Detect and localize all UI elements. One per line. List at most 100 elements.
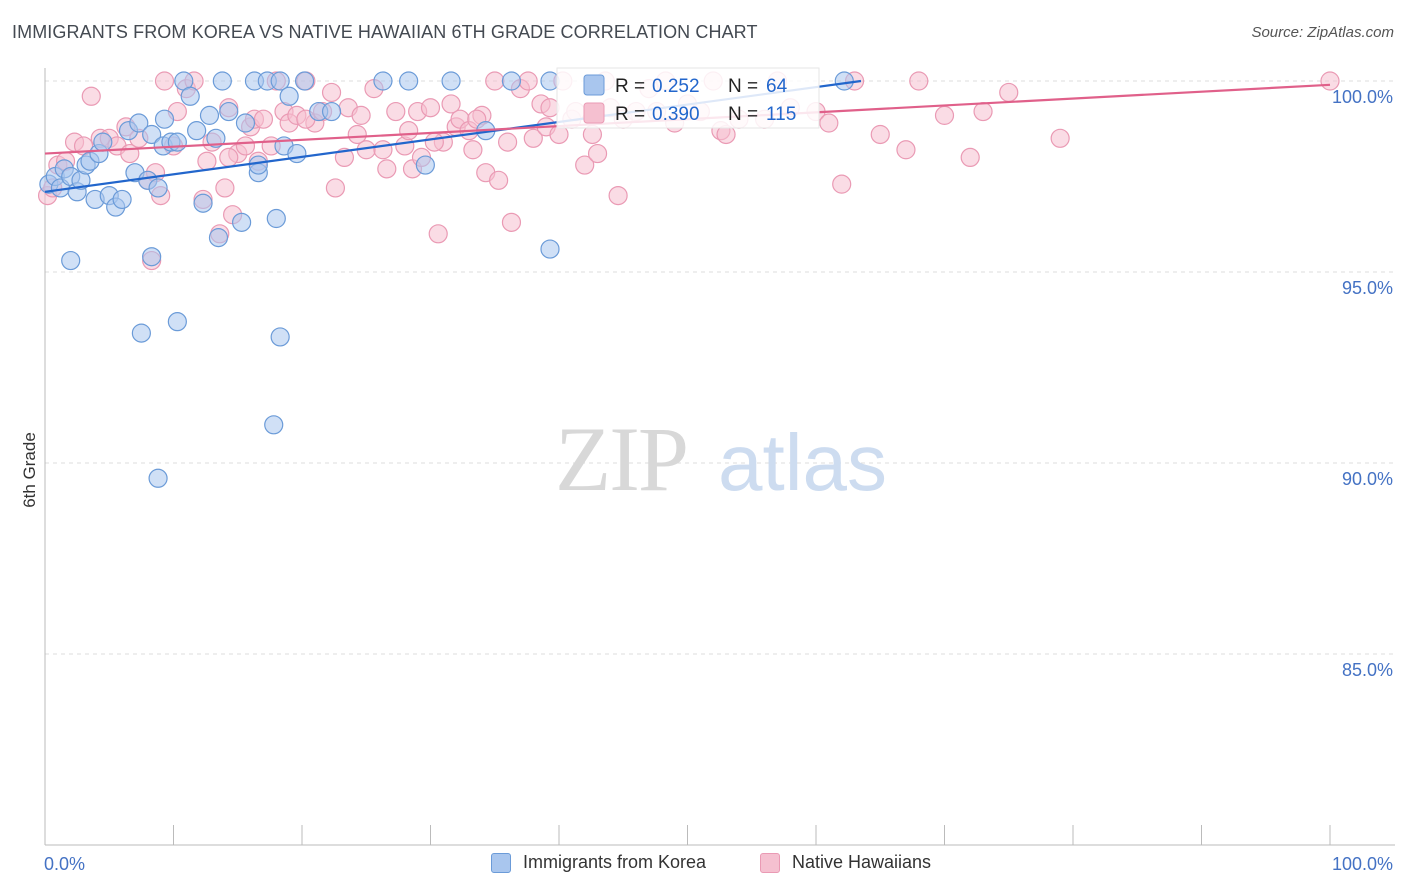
data-point [208,228,229,248]
data-point [540,71,560,91]
data-point [219,101,239,122]
data-point [270,327,290,347]
data-point [424,132,444,152]
data-point [334,147,355,167]
data-point [870,124,890,145]
data-point [61,250,81,271]
bottom-legend-label-hawaiian: Native Hawaiians [792,852,932,872]
data-point [93,132,113,152]
legend-r-value-hawaiian: 0.390 [652,104,700,125]
data-point [999,82,1019,103]
data-point [325,178,346,198]
data-point [575,155,595,175]
data-point [253,109,274,129]
watermark-atlas: atlas [718,418,887,507]
data-point [832,174,852,194]
data-point [219,147,239,167]
data-point [294,71,315,91]
data-point [587,143,608,164]
data-point [197,151,217,171]
data-point [834,71,854,91]
data-point [321,101,342,122]
data-point [934,105,955,125]
data-point [199,105,220,125]
data-point [373,140,393,160]
data-point [235,113,256,133]
data-point [206,128,226,148]
legend-n-label-hawaiian: N = [728,104,758,125]
watermark-zip: ZIP [555,408,687,510]
data-point [81,86,101,106]
y-tick-label: 85.0% [1342,660,1393,680]
data-point [1050,128,1070,148]
data-point [441,94,461,114]
data-point [142,247,162,267]
data-point [415,155,435,175]
data-point [287,143,307,164]
x-tick-label-min: 0.0% [44,854,85,874]
data-point [215,178,235,198]
bottom-legend-label-korea: Immigrants from Korea [523,852,707,872]
data-point [896,140,916,160]
data-point [232,212,252,232]
data-point [377,159,397,179]
legend-n-value-korea: 64 [766,76,788,97]
data-point [498,132,518,152]
data-point [187,121,207,141]
data-point [321,82,342,103]
data-point [148,178,168,198]
y-tick-label: 100.0% [1332,87,1393,107]
bottom-legend-item-korea[interactable]: Immigrants from Korea [491,852,706,873]
data-point [154,109,175,129]
data-point [142,124,162,145]
legend-swatch-hawaiian [583,102,605,124]
data-point [131,323,151,343]
y-tick-label: 90.0% [1342,469,1393,489]
data-point [518,71,538,91]
data-point [501,71,522,91]
data-point [463,140,483,160]
data-point [270,71,290,91]
data-point [235,136,256,156]
data-point [167,132,187,152]
data-point [129,113,149,133]
series-immigrants-korea [39,71,854,488]
data-point [973,101,993,122]
data-point [909,71,929,91]
y-tick-label: 95.0% [1342,278,1393,298]
legend-n-value-hawaiian: 115 [766,104,796,125]
data-point [148,468,168,488]
data-point [351,105,371,125]
data-point [485,71,505,91]
data-point [373,71,393,91]
data-point [399,121,419,141]
data-point [608,186,628,206]
data-point [279,86,299,106]
data-point [386,101,406,122]
bottom-legend: Immigrants from Korea Native Hawaiians [0,852,1406,878]
data-point [347,124,367,145]
data-point [399,71,419,91]
data-point [420,98,441,118]
source-label: Source: ZipAtlas.com [1251,24,1394,41]
data-point [501,212,522,232]
legend-r-label-hawaiian: R = [615,104,645,125]
data-point [540,239,560,259]
data-point [154,71,175,91]
plot-legend: R = 0.252 N = 64 R = 0.390 N = 115 [556,67,820,129]
legend-swatch-korea [583,74,605,96]
chart-title: IMMIGRANTS FROM KOREA VS NATIVE HAWAIIAN… [12,22,758,42]
bottom-legend-swatch-hawaiian [760,852,780,873]
data-point [212,71,232,91]
x-tick-label-max: 100.0% [1332,854,1393,874]
data-point [248,155,268,175]
data-point [264,415,284,435]
legend-r-value-korea: 0.252 [652,76,700,97]
data-point [523,128,543,148]
bottom-legend-item-hawaiian[interactable]: Native Hawaiians [760,852,931,873]
tick-labels: 100.0% 95.0% 90.0% 85.0% 0.0% 100.0% [44,87,1393,874]
bottom-legend-swatch-korea [491,852,511,873]
gridlines [45,80,1395,655]
data-point [540,98,560,118]
